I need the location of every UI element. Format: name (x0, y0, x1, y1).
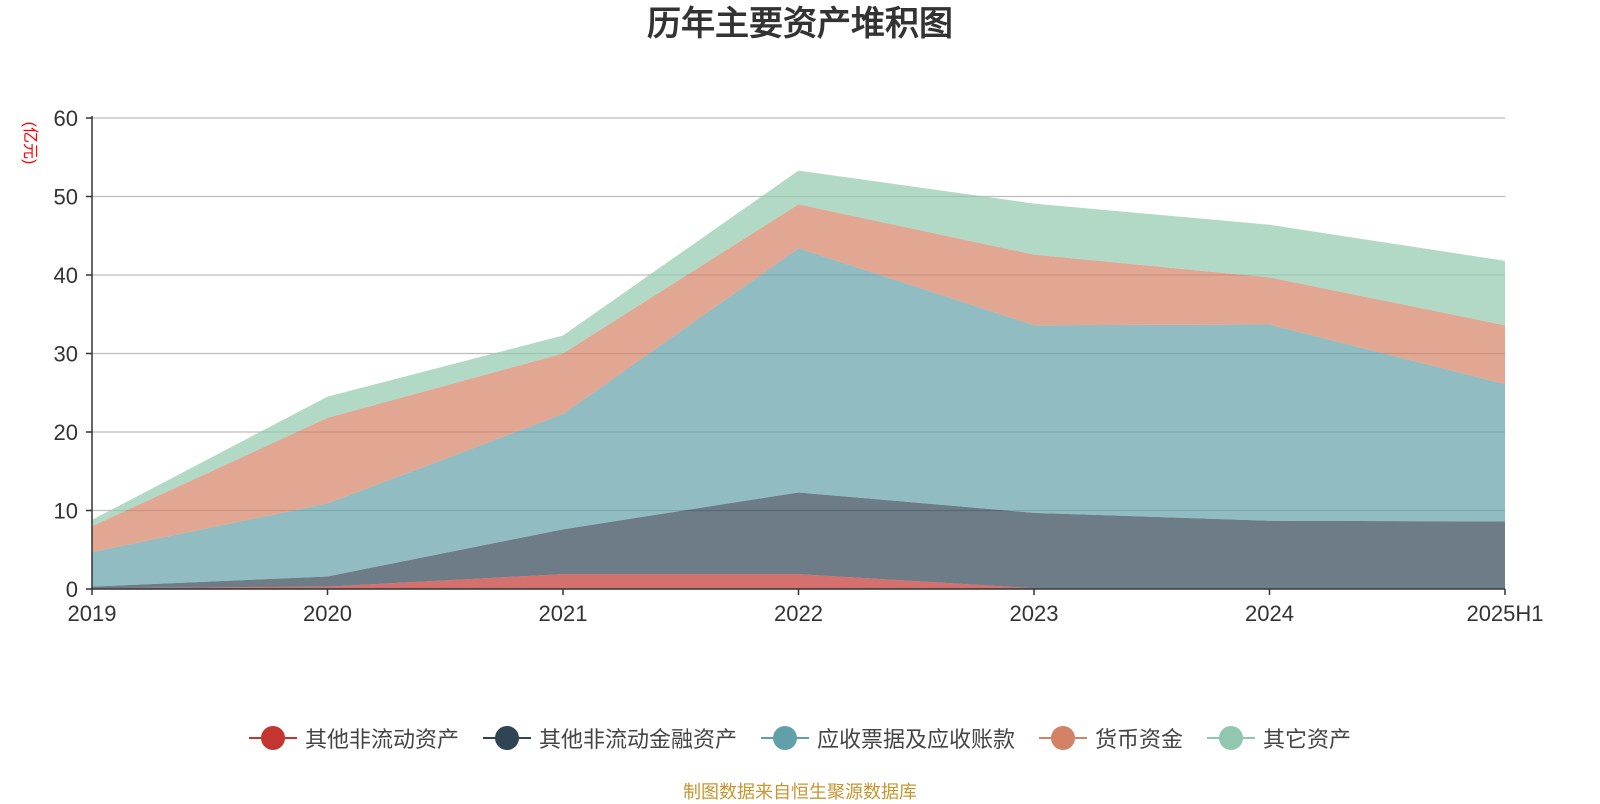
legend-label: 其它资产 (1263, 728, 1352, 753)
chart-title: 历年主要资产堆积图 (647, 4, 953, 44)
legend-label: 其他非流动金融资产 (538, 728, 737, 753)
y-tick-label: 50 (54, 185, 78, 210)
axis-layer: 0 10 20 30 40 50 60 2019 2020 2021 2022 2023 2024 202… (54, 106, 1544, 626)
y-tick-label: 60 (54, 106, 78, 131)
legend-marker-icon (248, 726, 297, 750)
legend-item[interactable]: 其他非流动金融资产 (482, 722, 737, 754)
legend-label: 货币资金 (1095, 728, 1184, 753)
y-tick-label: 10 (54, 499, 78, 524)
x-tick-label: 2020 (303, 601, 352, 626)
y-tick-label: 0 (66, 577, 78, 602)
legend-marker-icon (482, 726, 531, 750)
x-tick-label: 2025H1 (1466, 601, 1543, 626)
x-tick-label: 2021 (539, 601, 588, 626)
y-tick-label: 40 (54, 263, 78, 288)
legend-marker-icon (1039, 726, 1087, 750)
legend-item[interactable]: 货币资金 (1039, 722, 1183, 754)
x-tick-label: 2019 (68, 601, 117, 626)
x-tick-label: 2024 (1245, 601, 1294, 626)
y-axis-label: (亿元) (21, 122, 39, 165)
area-series-1 (92, 574, 1505, 589)
x-tick-label: 2023 (1010, 601, 1059, 626)
area-series-4 (92, 204, 1505, 553)
legend-label: 其他非流动资产 (304, 728, 459, 753)
area-series-3 (92, 248, 1505, 587)
x-tick-label: 2022 (774, 601, 823, 626)
area-layer (92, 170, 1505, 589)
legend-marker-icon (1207, 726, 1256, 750)
y-tick-label: 20 (54, 420, 78, 445)
area-series-5 (92, 170, 1505, 527)
legend-item[interactable]: 其他非流动资产 (248, 722, 459, 754)
area-series-2 (92, 492, 1505, 589)
legend-marker-icon (760, 726, 809, 750)
data-source-note: 制图数据来自恒生聚源数据库 (683, 782, 917, 803)
legend-item[interactable]: 其它资产 (1207, 722, 1351, 754)
legend-label: 应收票据及应收账款 (816, 728, 1015, 753)
legend: 其他非流动资产 其他非流动金融资产 应收票据及应收账款 货币资金 其它资产 (0, 718, 1600, 758)
y-tick-label: 30 (54, 342, 78, 367)
legend-item[interactable]: 应收票据及应收账款 (760, 722, 1015, 754)
